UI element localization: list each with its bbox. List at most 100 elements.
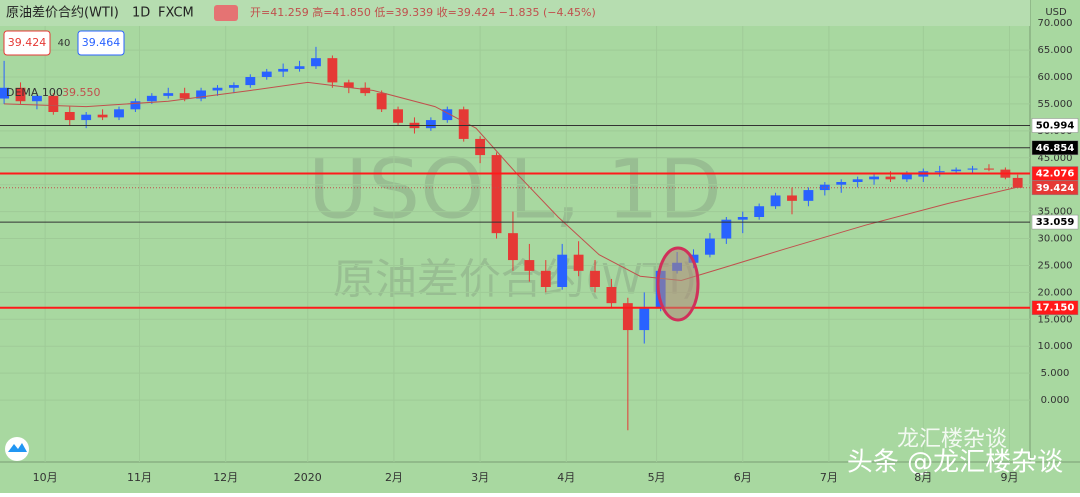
y-tick-label: 20.000 xyxy=(1038,287,1073,298)
candle-body xyxy=(475,138,486,156)
candle-body xyxy=(951,169,962,172)
y-tick-label: 0.000 xyxy=(1041,395,1070,406)
candle-body xyxy=(540,270,551,287)
y-tick-label: 55.000 xyxy=(1038,99,1073,110)
watermark-symbol: USOIL, 1D xyxy=(308,142,722,237)
candle-body xyxy=(261,71,272,77)
price-tag-label: 42.076 xyxy=(1036,169,1075,180)
price-tag-label: 39.424 xyxy=(1036,183,1075,194)
candle-body xyxy=(228,85,239,88)
candle-body xyxy=(360,87,371,94)
candle-body xyxy=(934,171,945,173)
candle-body xyxy=(639,308,650,331)
price-tag xyxy=(1031,180,1079,196)
candle-body xyxy=(508,233,518,261)
logo-mark xyxy=(8,443,27,452)
y-tick-label: 25.000 xyxy=(1038,260,1073,271)
interval: 1D xyxy=(132,6,150,21)
candle-body xyxy=(146,95,157,102)
x-tick-label: 4月 xyxy=(557,471,575,484)
candle-body xyxy=(590,270,600,287)
candle-body xyxy=(425,120,436,129)
indicator-name: DEMA 100 xyxy=(6,86,63,99)
candle-body xyxy=(852,179,863,182)
price-tag xyxy=(1031,166,1079,181)
candle-body xyxy=(573,254,584,271)
candle-body xyxy=(901,173,912,180)
x-tick-label: 7月 xyxy=(820,471,838,484)
candle-body xyxy=(130,101,141,110)
y-tick-label: 60.000 xyxy=(1038,72,1073,83)
x-tick-label: 6月 xyxy=(734,471,752,484)
highlight-ellipse xyxy=(656,246,700,322)
y-tick-label: 65.000 xyxy=(1038,45,1073,56)
candle-body xyxy=(97,114,108,118)
y-tick-label: 10.000 xyxy=(1038,341,1073,352)
candle-body xyxy=(327,58,338,83)
candle-body xyxy=(114,109,124,118)
y-tick-label: 15.000 xyxy=(1038,314,1073,325)
buy-price: 39.464 xyxy=(82,36,121,49)
candle-body xyxy=(81,114,92,121)
candle-body xyxy=(179,93,190,99)
alert-icon[interactable] xyxy=(214,5,238,21)
candle-body xyxy=(393,109,403,123)
price-tag xyxy=(1031,214,1079,230)
price-tag xyxy=(1031,118,1079,133)
candle-body xyxy=(819,184,830,191)
candle-body xyxy=(524,260,535,271)
candle-body xyxy=(458,109,469,139)
symbol-title: 原油差价合约(WTI) xyxy=(6,6,119,21)
candle-body xyxy=(1012,177,1023,188)
candle-body xyxy=(622,303,633,331)
x-tick-label: 11月 xyxy=(127,471,152,484)
x-tick-label: 10月 xyxy=(33,471,58,484)
candle-body xyxy=(343,82,354,88)
price-tag xyxy=(1031,300,1079,315)
credit-large: 头条 @龙汇楼杂谈 xyxy=(847,448,1063,478)
y-tick-label: 45.000 xyxy=(1038,153,1073,164)
candle-body xyxy=(885,176,896,180)
candle-body xyxy=(15,87,26,102)
candle-body xyxy=(442,109,453,121)
candle-body xyxy=(294,66,305,69)
sell-button[interactable] xyxy=(3,30,51,56)
y-tick-label: 35.000 xyxy=(1038,207,1073,218)
candle-body xyxy=(245,77,256,86)
candle-body xyxy=(967,168,978,170)
candle-body xyxy=(48,95,59,112)
candle-body xyxy=(787,195,797,201)
price-tag-label: 33.059 xyxy=(1036,217,1075,228)
spread: 40 xyxy=(58,38,71,49)
x-tick-label: 8月 xyxy=(914,471,932,484)
credit-small: 龙汇楼杂谈 xyxy=(897,427,1007,452)
candle-body xyxy=(770,195,781,207)
y-tick-label: 70.000 xyxy=(1038,18,1073,29)
candle-body xyxy=(803,190,814,201)
candle-body xyxy=(836,182,847,185)
x-tick-label: 2020 xyxy=(294,471,322,484)
candle-body xyxy=(557,254,568,287)
candle-body xyxy=(32,95,42,102)
candle-body xyxy=(984,168,994,170)
price-tag xyxy=(1031,140,1079,156)
buy-button[interactable] xyxy=(77,30,125,56)
candle-body xyxy=(311,58,321,67)
x-tick-label: 9月 xyxy=(1000,471,1018,484)
price-tag-label: 46.854 xyxy=(1036,143,1075,154)
quote: 开=41.259 高=41.850 低=39.339 收=39.424 −1.8… xyxy=(250,5,596,19)
price-tag-label: 17.150 xyxy=(1036,303,1075,314)
candle-body xyxy=(721,219,732,239)
x-tick-label: 3月 xyxy=(471,471,489,484)
candle-body xyxy=(196,90,206,99)
x-tick-label: 2月 xyxy=(385,471,403,484)
source: FXCM xyxy=(158,6,194,21)
candle-body xyxy=(0,87,10,99)
dema-line xyxy=(4,81,1018,282)
x-tick-label: 5月 xyxy=(648,471,666,484)
candle-body xyxy=(737,217,748,220)
y-tick-label: 5.000 xyxy=(1041,368,1070,379)
header-bar xyxy=(0,0,1030,26)
